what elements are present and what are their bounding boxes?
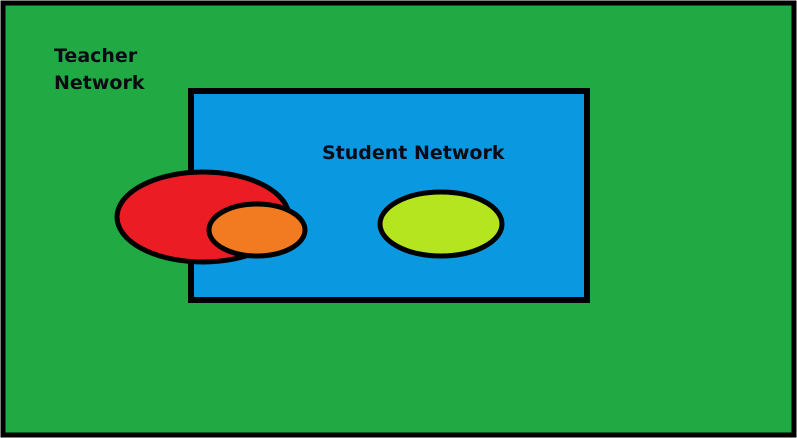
teacher-label-line1: Teacher: [54, 45, 138, 67]
orange-ellipse: [206, 201, 308, 259]
student-network-label: Student Network: [322, 142, 505, 164]
lime-ellipse: [377, 189, 505, 259]
teacher-label-line2: Network: [54, 71, 145, 94]
teacher-network-label: Teacher Network: [54, 43, 194, 96]
